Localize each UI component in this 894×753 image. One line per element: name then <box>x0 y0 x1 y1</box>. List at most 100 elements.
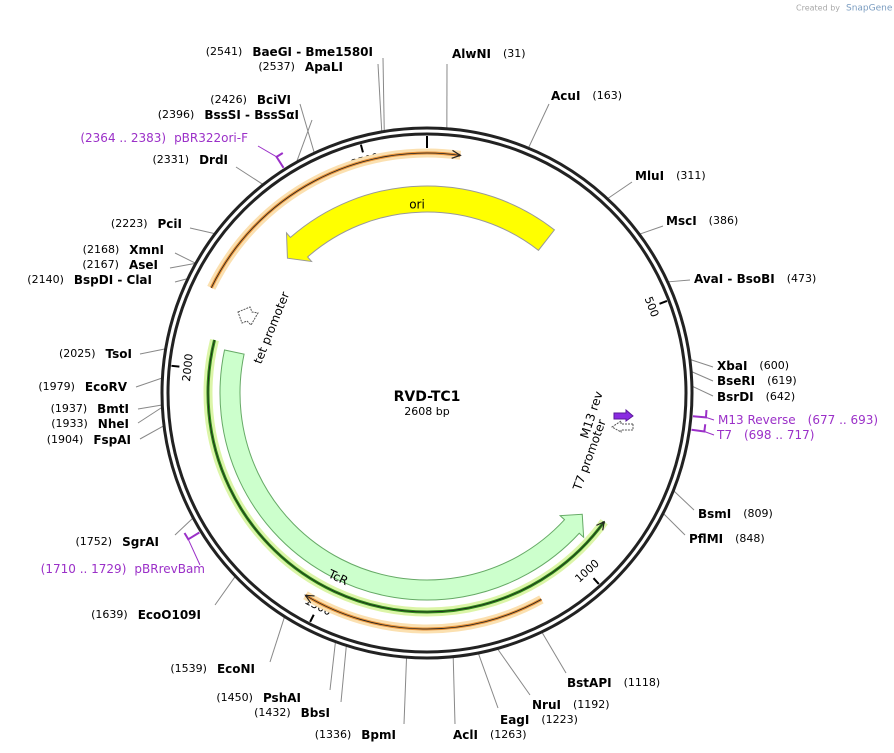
site-label: MscI (386) <box>666 214 738 228</box>
ring-tick <box>309 614 315 623</box>
site-line <box>690 359 714 368</box>
site-label: (2331) DrdI <box>152 153 228 167</box>
site-line <box>692 386 714 397</box>
site-label: (1639) EcoO109I <box>91 608 201 622</box>
site-label: (1539) EcoNI <box>170 662 255 676</box>
plasmid-length: 2608 bp <box>404 405 449 418</box>
site-label: NruI (1192) <box>532 698 610 712</box>
site-line <box>668 279 691 283</box>
logo-text: Created by <box>796 4 840 13</box>
site-position: (2168) <box>83 243 120 256</box>
site-position: (1192) <box>573 698 610 711</box>
site-name: NruI <box>532 698 561 712</box>
site-name: BpmI <box>361 728 396 742</box>
site-name: AlwNI <box>452 47 491 61</box>
site-position: (2541) <box>206 45 243 58</box>
tcr-arrow <box>219 349 585 601</box>
site-label: EagI (1223) <box>500 713 578 727</box>
ring-tick-label: 1000 <box>572 557 602 585</box>
site-label: (2167) AseI <box>82 258 158 272</box>
site-name: AvaI - BsoBI <box>694 272 775 286</box>
site-line <box>663 513 686 536</box>
primer-label: (2364 .. 2383) pBR322ori-F <box>80 131 248 145</box>
backbone-outer <box>160 126 694 660</box>
site-line <box>403 658 408 725</box>
site-name: XmnI <box>129 243 164 257</box>
site-name: AclI <box>453 728 478 742</box>
site-line <box>139 348 165 355</box>
site-position: (1933) <box>51 417 88 430</box>
ring-tick <box>359 144 364 153</box>
green-arc-core <box>207 339 605 613</box>
site-label: BstAPI (1118) <box>567 676 660 690</box>
site-line <box>137 407 162 424</box>
feature-label: ori <box>409 198 425 212</box>
site-line <box>174 252 196 264</box>
orange-arc-core <box>210 152 461 288</box>
green-arc <box>206 339 606 614</box>
site-name: NheI <box>98 417 129 431</box>
site-position: (1639) <box>91 608 128 621</box>
site-name: FspAI <box>93 433 131 447</box>
primer-name: pBRrevBam <box>134 562 205 576</box>
primer-range: (1710 .. 1729) <box>41 562 127 576</box>
site-name: BbsI <box>301 706 330 720</box>
site-label: (1933) NheI <box>51 417 129 431</box>
site-label: (1979) EcoRV <box>38 380 127 394</box>
site-line <box>137 404 162 410</box>
site-name: BciVI <box>257 93 291 107</box>
green-arc-head <box>596 520 605 531</box>
site-position: (2426) <box>210 93 247 106</box>
site-position: (1223) <box>541 713 578 726</box>
site-line <box>528 103 550 148</box>
orange-arc-head <box>451 149 462 159</box>
site-position: (2025) <box>59 347 96 360</box>
site-name: SgrAI <box>122 535 159 549</box>
site-name: BstAPI <box>567 676 612 690</box>
site-line <box>452 657 456 725</box>
site-position: (1752) <box>76 535 113 548</box>
primer-mark <box>275 152 285 169</box>
site-label: BsmI (809) <box>698 507 773 521</box>
site-label: XbaI (600) <box>717 359 789 373</box>
site-position: (2167) <box>82 258 119 271</box>
site-name: TsoI <box>106 347 132 361</box>
site-position: (2140) <box>27 273 64 286</box>
ring-tick <box>659 300 668 305</box>
site-position: (1450) <box>216 691 253 704</box>
site-line <box>214 576 236 606</box>
ori-arrow <box>285 185 556 263</box>
site-name: MscI <box>666 214 697 228</box>
site-position: (2331) <box>152 153 189 166</box>
site-line <box>169 263 195 269</box>
site-position: (2537) <box>258 60 295 73</box>
site-label: (2140) BspDI - ClaI <box>27 273 152 287</box>
primer-name: T7 <box>716 428 732 442</box>
site-label: BsrDI (642) <box>717 390 795 404</box>
primer-line <box>257 145 277 158</box>
primer-label: M13 Reverse (677 .. 693) <box>718 413 878 427</box>
primer-label: (1710 .. 1729) pBRrevBam <box>41 562 205 576</box>
site-position: (642) <box>766 390 796 403</box>
orange-arc-head <box>304 594 315 604</box>
ring-tick-label: 500 <box>642 295 662 319</box>
site-label: (2541) BaeGI - Bme1580I <box>206 45 373 59</box>
site-position: (1904) <box>47 433 84 446</box>
site-line <box>135 377 162 388</box>
site-name: AseI <box>129 258 158 272</box>
primer-mark <box>691 424 707 433</box>
primer-mark <box>183 531 200 541</box>
site-line <box>640 225 664 235</box>
T7-promoter-glyph <box>611 420 634 433</box>
site-line <box>377 63 383 131</box>
site-line <box>673 490 695 511</box>
tet-promoter-glyph <box>237 306 259 326</box>
site-line <box>382 57 385 131</box>
site-label: (1937) BmtI <box>51 402 129 416</box>
site-name: XbaI <box>717 359 747 373</box>
site-label: (2537) ApaLI <box>258 60 343 74</box>
site-position: (600) <box>759 359 789 372</box>
site-name: DrdI <box>199 153 228 167</box>
primer-line <box>704 431 715 436</box>
